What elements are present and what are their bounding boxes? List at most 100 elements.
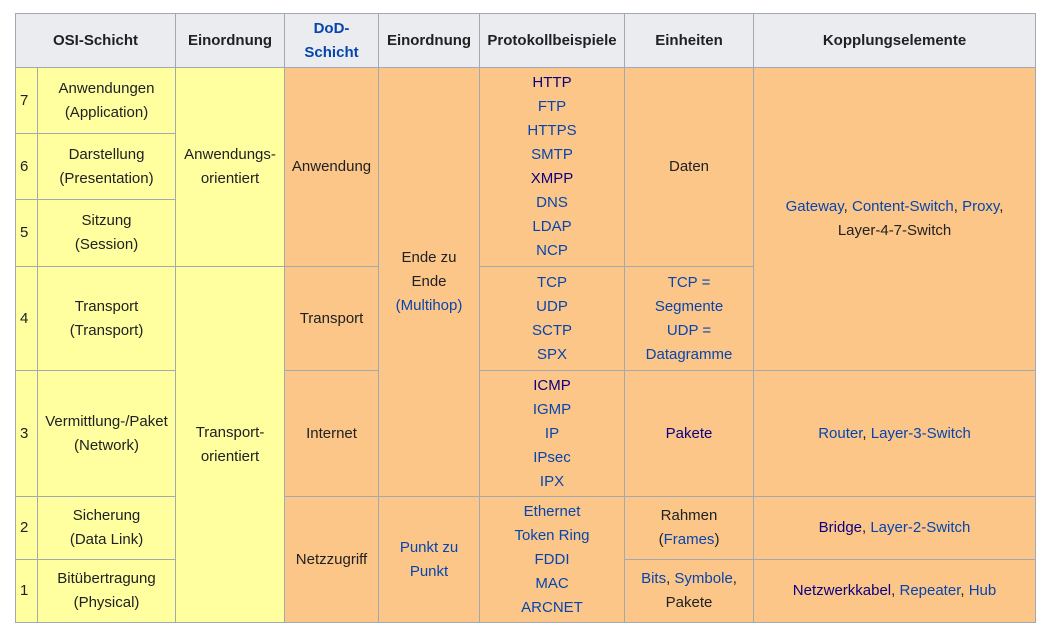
link[interactable]: Datagramme	[645, 345, 733, 363]
link[interactable]: ICMP	[533, 376, 571, 394]
link[interactable]: Repeater	[899, 582, 961, 599]
link[interactable]: UDP =	[666, 321, 712, 339]
link[interactable]: Ethernet	[523, 502, 581, 520]
link[interactable]: Punkt zu	[399, 538, 459, 556]
header-cell: OSI-Schicht	[14, 13, 177, 68]
cell-line: UDP	[484, 295, 620, 319]
link[interactable]: Token Ring	[514, 526, 590, 544]
link[interactable]: IGMP	[532, 400, 572, 418]
link[interactable]: (Multihop)	[395, 297, 463, 314]
cell-line: Pakete	[629, 422, 749, 446]
link[interactable]: Content-Switch	[852, 198, 954, 215]
cell-line: IPsec	[484, 446, 620, 470]
link[interactable]: Frames	[663, 531, 715, 548]
text: 2	[20, 519, 29, 536]
cell-line: DNS	[484, 191, 620, 215]
link[interactable]: Pakete	[665, 424, 713, 442]
table-row: 4 Transport (Transport) Transport-orientier…	[15, 266, 1036, 623]
cell-line: DoD-	[289, 17, 374, 41]
header-cell: Einordnung	[378, 13, 481, 68]
cell-line: 4	[20, 307, 33, 331]
link[interactable]: Router	[818, 424, 863, 442]
text: ,	[891, 582, 900, 599]
header-cell: Einheiten	[624, 13, 755, 68]
link[interactable]: Netzwerkkabel	[792, 582, 892, 599]
link[interactable]: TCP	[537, 273, 568, 291]
table-cell: Bridge, Layer-2-Switch	[753, 496, 1037, 560]
cell-line: (Frames)	[629, 528, 749, 552]
link[interactable]: LDAP	[532, 218, 572, 235]
cell-line: Bits, Symbole,	[629, 567, 749, 591]
link[interactable]: DoD-	[313, 19, 350, 37]
table-cell: 5	[15, 199, 38, 267]
link[interactable]: SMTP	[531, 146, 573, 163]
link[interactable]: IP	[544, 424, 560, 442]
cell-line: Sitzung	[42, 209, 171, 233]
table-cell: HTTP FTP HTTPS SMTP XMPP DNS LDAP NCP	[479, 67, 626, 267]
cell-line: (Data Link)	[42, 528, 171, 552]
link[interactable]: Symbole	[674, 570, 733, 587]
cell-line: (Presentation)	[42, 167, 171, 191]
link[interactable]: NCP	[536, 242, 568, 259]
table-cell: ICMP IGMP IP IPsec IPX	[479, 370, 626, 497]
cell-line: Einordnung	[180, 29, 280, 53]
link[interactable]: Bits	[641, 570, 667, 587]
table-cell: 7	[15, 67, 38, 134]
link[interactable]: Gateway	[785, 198, 844, 215]
text: Anwendung	[291, 158, 372, 175]
link[interactable]: XMPP	[530, 170, 574, 187]
table-row: 2 Sicherung (Data Link) Netzzugriff Punkt zu…	[15, 496, 1037, 623]
link[interactable]: SPX	[537, 345, 568, 363]
table-cell: TCP = Segmente UDP = Datagramme	[624, 266, 755, 371]
cell-line: Ethernet	[484, 500, 620, 524]
link[interactable]: SCTP	[532, 321, 573, 339]
cell-line: Rahmen	[629, 504, 749, 528]
link[interactable]: HTTP	[532, 74, 572, 91]
cell-line: FDDI	[484, 548, 620, 572]
cell-line: Token Ring	[484, 524, 620, 548]
text: ,	[862, 519, 871, 536]
link[interactable]: IPsec	[533, 448, 571, 466]
osi-table: OSI-Schicht Einordnung DoD- Schicht Einordnu…	[14, 13, 1037, 623]
cell-line: 6	[20, 155, 33, 179]
link[interactable]: IPX	[539, 472, 565, 490]
link[interactable]: Proxy	[962, 198, 1000, 215]
cell-line: LDAP	[484, 215, 620, 239]
cell-line: Ende	[383, 270, 475, 294]
link[interactable]: Layer-2-Switch	[870, 519, 971, 536]
table-cell: Anwendungs-orientiert	[175, 67, 286, 267]
cell-line: SMTP	[484, 143, 620, 167]
link[interactable]: Bridge	[818, 519, 862, 536]
link[interactable]: UDP	[536, 297, 568, 315]
link[interactable]: HTTPS	[527, 122, 577, 139]
link[interactable]: FDDI	[534, 550, 570, 568]
cell-line: 1	[20, 579, 33, 603]
text: orientiert	[200, 170, 260, 187]
cell-line: IGMP	[484, 398, 620, 422]
text: (Presentation)	[59, 169, 154, 187]
text: OSI-Schicht	[53, 31, 139, 49]
cell-line: Punkt zu	[383, 536, 475, 560]
cell-line: XMPP	[484, 167, 620, 191]
text: Sicherung	[72, 507, 141, 524]
table-cell: Transport-orientiert	[175, 266, 286, 623]
link[interactable]: MAC	[535, 574, 569, 592]
cell-line: NCP	[484, 239, 620, 263]
link[interactable]: TCP =	[667, 273, 711, 291]
link[interactable]: Punkt	[409, 562, 449, 580]
link[interactable]: Hub	[968, 582, 997, 599]
text: Transport	[299, 309, 364, 327]
cell-line: Vermittlung-/Paket	[42, 410, 171, 434]
cell-line: Sicherung	[42, 504, 171, 528]
link[interactable]: FTP	[537, 98, 567, 115]
link[interactable]: Schicht	[304, 43, 359, 61]
text: Transport-	[195, 423, 265, 441]
cell-line: 2	[20, 516, 33, 540]
header-row: OSI-Schicht Einordnung DoD- Schicht Einordnu…	[14, 13, 1037, 68]
table-cell: 4	[15, 266, 38, 371]
link[interactable]: Layer-3-Switch	[870, 424, 971, 442]
text: (Session)	[74, 236, 139, 253]
link[interactable]: DNS	[536, 194, 568, 211]
link[interactable]: ARCNET	[521, 598, 583, 616]
link[interactable]: Segmente	[654, 297, 724, 315]
